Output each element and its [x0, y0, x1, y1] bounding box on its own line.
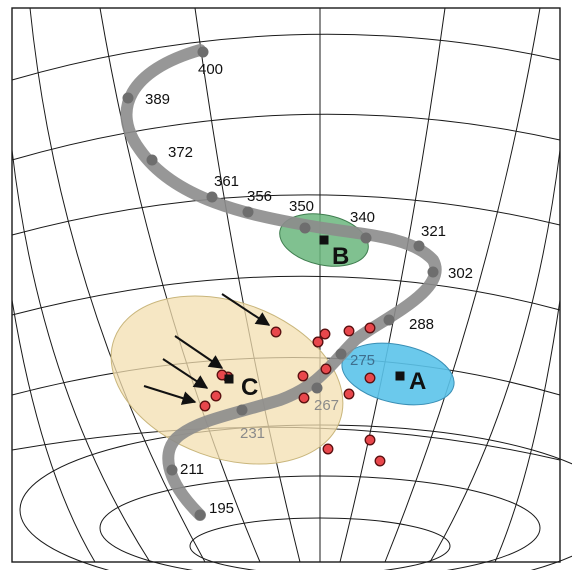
track-node: [383, 314, 395, 326]
age-label: 400: [198, 61, 223, 78]
age-labels: 400 389 372 361 356 350 340 321 302 288 275 267 231 2…: [145, 61, 473, 517]
sample-point: [298, 392, 310, 404]
track-node: [360, 232, 372, 244]
grid-parallel: [11, 275, 561, 316]
age-label: 231: [240, 425, 265, 442]
track-node: [413, 240, 425, 252]
site-label-b: B: [332, 243, 349, 270]
projection-grid: [11, 7, 572, 570]
track-node: [427, 266, 439, 278]
sample-point: [199, 400, 211, 412]
site-label-c: C: [241, 374, 258, 401]
track-node: [335, 348, 347, 360]
site-label-a: A: [409, 368, 426, 395]
age-label: 288: [409, 316, 434, 333]
grid-meridian: [384, 7, 541, 563]
apparent-polar-wander-path: [120, 44, 442, 521]
age-label: 275: [350, 352, 375, 369]
grid-meridian: [339, 7, 446, 563]
grid-circle: [99, 475, 541, 570]
sample-point: [364, 372, 376, 384]
track-node: [311, 382, 323, 394]
grid-parallel: [11, 194, 561, 236]
sample-point: [364, 434, 376, 446]
sample-point: [297, 370, 309, 382]
age-label: 361: [214, 173, 239, 190]
site-marker-a: [395, 371, 405, 381]
sample-point: [322, 443, 334, 455]
track-node: [236, 404, 248, 416]
grid-parallel: [11, 33, 561, 81]
age-label: 195: [209, 500, 234, 517]
sample-points: [199, 322, 386, 467]
indicator-arrow: [143, 385, 197, 405]
age-label: 356: [247, 188, 272, 205]
sample-point: [364, 322, 376, 334]
indicator-arrows: [143, 293, 271, 405]
grid-meridian: [29, 7, 206, 563]
track-node: [146, 154, 158, 166]
sample-point: [270, 326, 282, 338]
track-node: [166, 464, 178, 476]
sample-point: [374, 455, 386, 467]
sample-point: [312, 336, 324, 348]
site-marker-b: [319, 235, 329, 245]
age-label: 372: [168, 144, 193, 161]
age-label: 321: [421, 223, 446, 240]
track-node: [242, 206, 254, 218]
grid-parallel: [11, 113, 561, 161]
grid-meridian: [11, 149, 151, 563]
track-node: [122, 92, 134, 104]
grid-meridian: [429, 149, 561, 563]
sample-point: [320, 363, 332, 375]
age-label: 267: [314, 397, 339, 414]
grid-meridian: [99, 7, 261, 563]
site-markers: A B C: [224, 235, 426, 401]
sample-point: [319, 328, 331, 340]
grid-meridian: [494, 299, 561, 563]
track-node: [206, 191, 218, 203]
indicator-arrow: [174, 335, 224, 369]
age-label: 211: [180, 461, 204, 478]
track-line: [120, 44, 442, 521]
indicator-arrow: [162, 358, 209, 389]
grid-meridian: [194, 7, 301, 563]
sample-point: [210, 390, 222, 402]
sample-point: [343, 388, 355, 400]
age-label: 389: [145, 91, 170, 108]
site-marker-c: [224, 374, 234, 384]
track-node: [299, 222, 311, 234]
track-node: [194, 509, 206, 521]
confidence-zones: [110, 213, 455, 465]
sample-point: [343, 325, 355, 337]
grid-meridian: [11, 299, 96, 563]
indicator-arrow: [221, 293, 271, 326]
grid-circle: [189, 517, 451, 570]
age-label: 302: [448, 265, 473, 282]
age-label: 340: [350, 209, 375, 226]
age-label: 350: [289, 198, 314, 215]
track-node: [197, 46, 209, 58]
frame-border: [11, 7, 561, 563]
